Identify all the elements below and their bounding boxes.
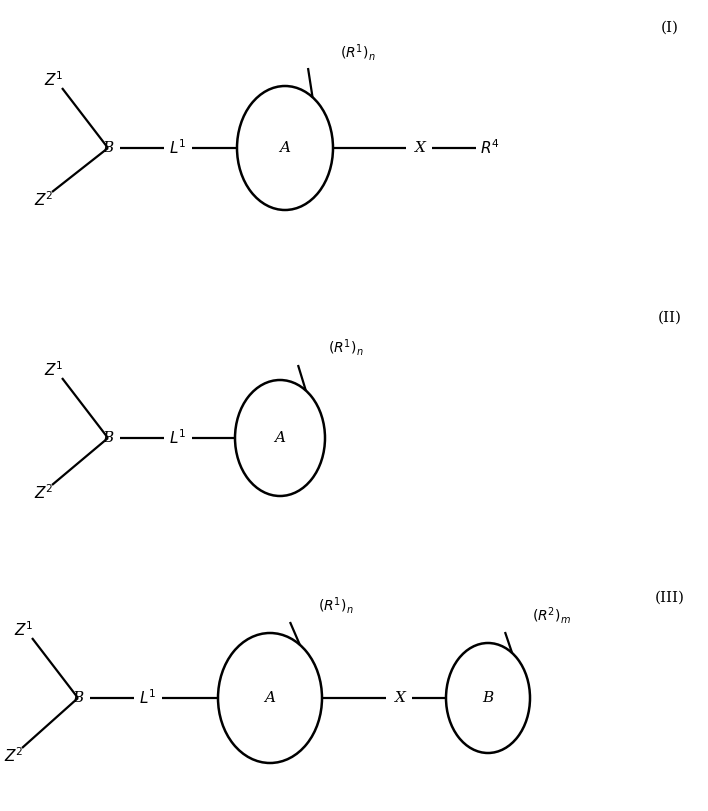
Text: (III): (III) (655, 591, 685, 605)
Text: $(R^1)_n$: $(R^1)_n$ (340, 41, 376, 62)
Text: (II): (II) (658, 311, 682, 325)
Text: $(R^1)_n$: $(R^1)_n$ (328, 337, 364, 358)
Text: $Z^1$: $Z^1$ (44, 71, 64, 89)
Text: B: B (72, 691, 84, 705)
Text: $L^1$: $L^1$ (169, 139, 187, 157)
Text: $Z^1$: $Z^1$ (14, 620, 34, 639)
Text: $L^1$: $L^1$ (169, 429, 187, 448)
Text: $Z^2$: $Z^2$ (4, 747, 24, 766)
Text: B: B (482, 691, 493, 705)
Text: $Z^2$: $Z^2$ (34, 483, 54, 502)
Text: B: B (103, 431, 113, 445)
Text: X: X (415, 141, 426, 155)
Text: $Z^2$: $Z^2$ (34, 191, 54, 209)
Text: X: X (394, 691, 406, 705)
Text: $(R^2)_m$: $(R^2)_m$ (532, 606, 571, 627)
Text: (I): (I) (661, 21, 679, 35)
Text: $R^4$: $R^4$ (480, 139, 500, 157)
Text: $L^1$: $L^1$ (139, 689, 156, 707)
Text: $Z^1$: $Z^1$ (44, 361, 64, 380)
Text: $(R^1)_n$: $(R^1)_n$ (318, 595, 353, 616)
Text: A: A (265, 691, 275, 705)
Text: A: A (275, 431, 285, 445)
Text: A: A (280, 141, 290, 155)
Text: B: B (103, 141, 113, 155)
